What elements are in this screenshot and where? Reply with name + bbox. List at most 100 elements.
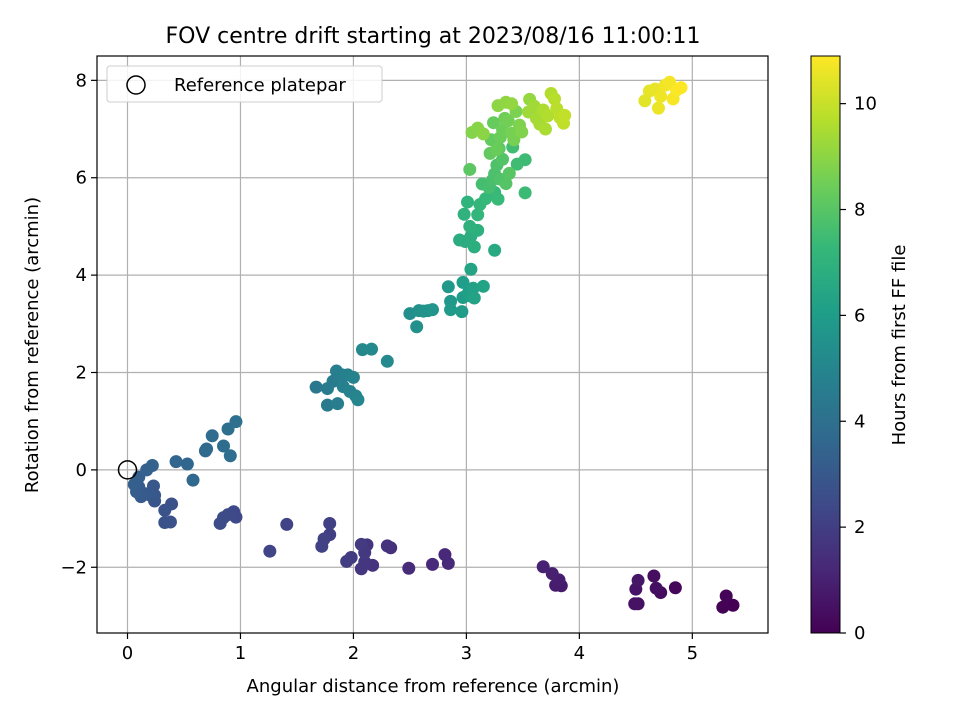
data-point bbox=[505, 97, 519, 111]
colorbar bbox=[810, 55, 841, 634]
data-point bbox=[402, 561, 416, 575]
data-point bbox=[501, 114, 515, 128]
data-point bbox=[354, 562, 368, 576]
data-point bbox=[479, 192, 493, 206]
reference-point-marker bbox=[117, 460, 138, 480]
colorbar-label: Hours from first FF file bbox=[889, 245, 910, 446]
data-point bbox=[456, 275, 470, 289]
data-point bbox=[515, 125, 529, 139]
data-point bbox=[464, 262, 478, 276]
colorbar-tick-label: 6 bbox=[854, 305, 865, 326]
data-point bbox=[674, 81, 688, 95]
data-point bbox=[647, 569, 661, 583]
x-axis-label: Angular distance from reference (arcmin) bbox=[247, 676, 620, 697]
data-point bbox=[205, 429, 219, 443]
data-point bbox=[548, 92, 561, 106]
data-point bbox=[457, 207, 471, 221]
data-point bbox=[558, 108, 572, 122]
data-point bbox=[491, 192, 505, 206]
data-point bbox=[541, 109, 555, 123]
data-point bbox=[315, 539, 329, 553]
data-point bbox=[229, 415, 243, 429]
data-point bbox=[518, 186, 532, 200]
data-point bbox=[309, 380, 323, 394]
data-point bbox=[467, 291, 481, 305]
y-axis: −2 0 2 4 6 8 bbox=[60, 70, 97, 578]
data-point bbox=[510, 157, 524, 171]
data-point bbox=[726, 598, 740, 612]
y-tick-label: 0 bbox=[76, 460, 87, 481]
x-tick-label: 4 bbox=[574, 643, 585, 664]
data-point bbox=[346, 370, 360, 384]
data-point bbox=[476, 127, 490, 141]
data-point bbox=[467, 240, 481, 254]
data-point bbox=[380, 354, 394, 368]
x-axis: 0 1 2 3 4 5 bbox=[122, 633, 698, 664]
data-point bbox=[158, 515, 172, 529]
colorbar-tick-label: 10 bbox=[854, 94, 877, 115]
data-point bbox=[180, 457, 194, 471]
grid bbox=[97, 56, 768, 633]
data-point bbox=[502, 166, 516, 180]
data-point bbox=[158, 503, 172, 517]
data-point bbox=[476, 279, 490, 293]
data-point bbox=[716, 600, 730, 614]
data-point bbox=[471, 208, 485, 222]
x-tick-label: 3 bbox=[461, 643, 472, 664]
colorbar-tick-label: 4 bbox=[854, 411, 865, 432]
x-tick-label: 1 bbox=[235, 643, 246, 664]
data-point bbox=[466, 281, 480, 295]
data-point bbox=[169, 455, 183, 469]
data-point bbox=[649, 581, 663, 595]
data-point bbox=[455, 305, 469, 319]
data-point bbox=[654, 89, 668, 103]
legend: Reference platepar bbox=[106, 65, 383, 103]
data-point bbox=[488, 243, 502, 257]
data-point bbox=[651, 101, 665, 115]
x-tick-label: 2 bbox=[348, 643, 359, 664]
colorbar-tick-label: 8 bbox=[854, 200, 865, 221]
data-point bbox=[351, 393, 365, 407]
y-tick-label: 4 bbox=[76, 265, 87, 286]
data-point bbox=[354, 537, 368, 551]
data-point bbox=[441, 280, 455, 294]
legend-box bbox=[106, 65, 383, 103]
data-points bbox=[127, 75, 740, 614]
legend-marker-icon bbox=[126, 75, 146, 95]
data-point bbox=[538, 122, 552, 136]
axes-frame bbox=[96, 55, 769, 634]
data-point bbox=[490, 142, 504, 156]
y-tick-label: −2 bbox=[60, 557, 87, 578]
data-point bbox=[200, 442, 214, 456]
y-tick-label: 8 bbox=[76, 70, 87, 91]
data-point bbox=[507, 133, 521, 147]
data-point bbox=[487, 116, 500, 130]
y-axis-label: Rotation from reference (arcmin) bbox=[22, 197, 43, 493]
x-tick-label: 0 bbox=[122, 643, 133, 664]
data-point bbox=[331, 397, 345, 411]
data-point bbox=[499, 177, 513, 191]
chart-title: FOV centre drift starting at 2023/08/16 … bbox=[166, 24, 701, 49]
data-point bbox=[263, 544, 277, 558]
data-point bbox=[340, 554, 354, 568]
data-point bbox=[186, 473, 200, 487]
data-point bbox=[365, 342, 378, 356]
data-point bbox=[326, 374, 340, 388]
data-point bbox=[638, 94, 652, 108]
data-point bbox=[217, 439, 231, 453]
data-point bbox=[320, 398, 334, 412]
y-tick-label: 6 bbox=[76, 168, 87, 189]
data-point bbox=[145, 458, 159, 472]
data-point bbox=[223, 449, 237, 463]
data-point bbox=[444, 303, 458, 317]
data-point bbox=[545, 567, 559, 581]
data-point bbox=[280, 517, 294, 531]
data-point bbox=[536, 560, 550, 574]
data-point bbox=[631, 573, 645, 587]
data-point bbox=[461, 195, 475, 209]
data-point bbox=[463, 162, 477, 176]
data-point bbox=[496, 152, 510, 166]
data-point bbox=[213, 516, 227, 530]
